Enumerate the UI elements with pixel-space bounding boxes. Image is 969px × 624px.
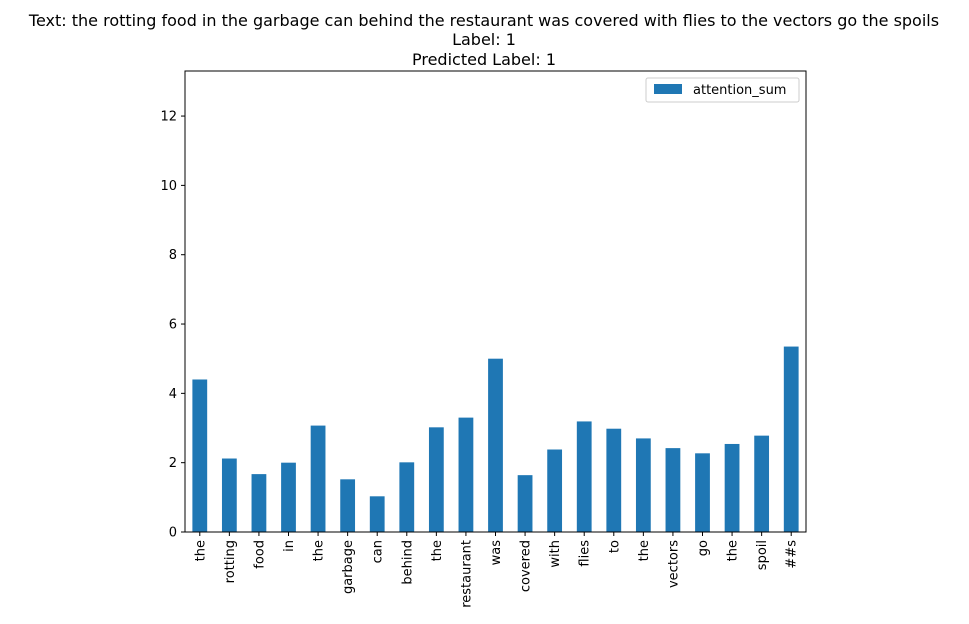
bar-0 <box>192 379 208 532</box>
title-line-text: Text: the rotting food in the garbage ca… <box>28 11 939 30</box>
x-tick-label: the <box>193 540 208 561</box>
bar-17 <box>695 453 710 532</box>
bar-7 <box>399 462 415 532</box>
y-tick-label: 6 <box>169 318 177 333</box>
x-tick-label: to <box>607 540 622 553</box>
x-tick-label: behind <box>400 540 415 585</box>
y-tick-label: 0 <box>169 526 177 541</box>
bar-6 <box>369 496 385 532</box>
x-axis: the rotting food in the garbage can behind the re… <box>193 532 800 608</box>
y-tick-label: 4 <box>169 387 177 402</box>
y-tick-label: 8 <box>169 248 177 263</box>
bar-8 <box>428 427 444 532</box>
x-tick-label: the <box>637 540 652 561</box>
title-line-label: Label: 1 <box>452 30 516 49</box>
bar-10 <box>488 358 503 532</box>
x-tick-label: garbage <box>341 540 356 594</box>
bars-layer <box>192 346 799 532</box>
x-tick-label: can <box>371 540 386 563</box>
bar-13 <box>576 421 592 532</box>
x-tick-label: the <box>430 540 445 561</box>
y-tick-label: 2 <box>169 456 177 471</box>
x-tick-label: spoil <box>755 540 770 570</box>
bar-19 <box>754 435 770 532</box>
plot-frame <box>184 70 807 533</box>
bar-1 <box>221 458 237 532</box>
x-tick-label: the <box>726 540 741 561</box>
y-axis: 0 2 4 6 8 10 12 <box>160 110 185 541</box>
bar-2 <box>251 474 267 532</box>
bar-3 <box>281 462 296 532</box>
x-tick-label: ##s <box>785 540 800 569</box>
bar-9 <box>458 417 474 532</box>
x-tick-label: the <box>312 540 327 561</box>
bar-12 <box>547 449 563 532</box>
title-line-predicted: Predicted Label: 1 <box>412 50 556 69</box>
legend-label: attention_sum <box>693 83 786 98</box>
y-tick-label: 12 <box>160 110 177 125</box>
x-tick-label: vectors <box>666 540 681 588</box>
x-tick-label: covered <box>519 540 534 592</box>
bar-18 <box>724 443 740 532</box>
x-tick-label: go <box>696 540 711 556</box>
bar-11 <box>517 475 533 532</box>
bar-15 <box>635 438 651 532</box>
x-tick-label: flies <box>578 540 593 567</box>
bar-20 <box>783 346 799 532</box>
y-tick-label: 10 <box>160 179 177 194</box>
legend: attention_sum <box>645 77 800 103</box>
bar-16 <box>665 448 681 532</box>
bar-4 <box>310 425 326 532</box>
x-tick-label: food <box>252 540 267 569</box>
bar-5 <box>340 479 356 532</box>
x-tick-label: restaurant <box>459 540 474 608</box>
chart-title: Text: the rotting food in the garbage ca… <box>28 11 939 69</box>
bar-14 <box>606 428 622 532</box>
x-tick-label: with <box>548 540 563 568</box>
legend-swatch <box>654 84 682 94</box>
legend-box <box>645 77 800 103</box>
x-tick-label: in <box>282 540 297 552</box>
x-tick-label: rotting <box>223 540 238 583</box>
x-tick-label: was <box>489 540 504 566</box>
